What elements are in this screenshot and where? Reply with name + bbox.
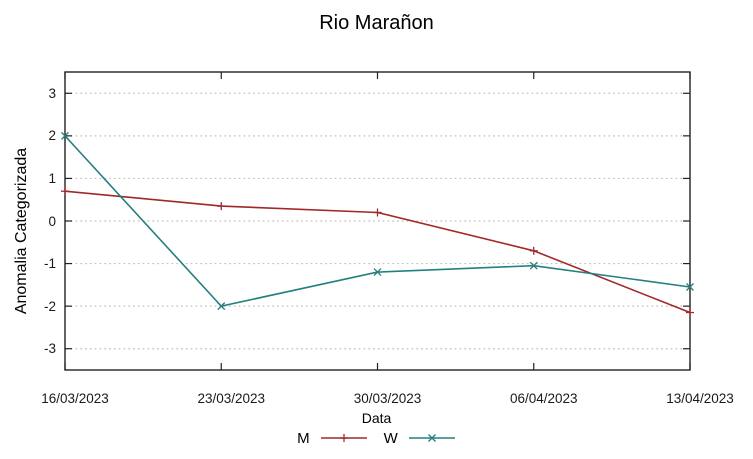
tick-marks	[64, 72, 691, 370]
series-W	[61, 131, 694, 311]
series-M	[61, 187, 694, 317]
legend-label-w: W	[383, 429, 398, 447]
legend: M W	[0, 428, 753, 448]
x-axis-title: Data	[361, 410, 392, 426]
y-tick-label: -1	[43, 256, 56, 272]
y-tick-label: 3	[48, 85, 56, 101]
x-tick-label: 30/03/2023	[353, 391, 422, 406]
x-tick-label: 06/04/2023	[509, 391, 578, 406]
x-tick-label: 16/03/2023	[41, 391, 109, 406]
x-tick-label: 13/04/2023	[666, 391, 734, 406]
legend-sample-line-w	[408, 434, 455, 442]
y-tick-label: 2	[48, 128, 56, 144]
legend-label-m: M	[297, 429, 310, 447]
y-tick-label: -3	[43, 341, 56, 357]
y-tick-label: 1	[48, 170, 56, 186]
x-tick-label: 23/03/2023	[197, 391, 266, 406]
gridlines	[66, 92, 689, 350]
y-tick-label: -2	[43, 298, 56, 314]
y-tick-label: 0	[48, 213, 56, 229]
legend-item-w: W	[384, 430, 456, 447]
chart-title: Rio Marañon	[319, 12, 434, 34]
legend-sample-line-m	[320, 434, 367, 442]
legend-item-m: M	[297, 430, 368, 447]
